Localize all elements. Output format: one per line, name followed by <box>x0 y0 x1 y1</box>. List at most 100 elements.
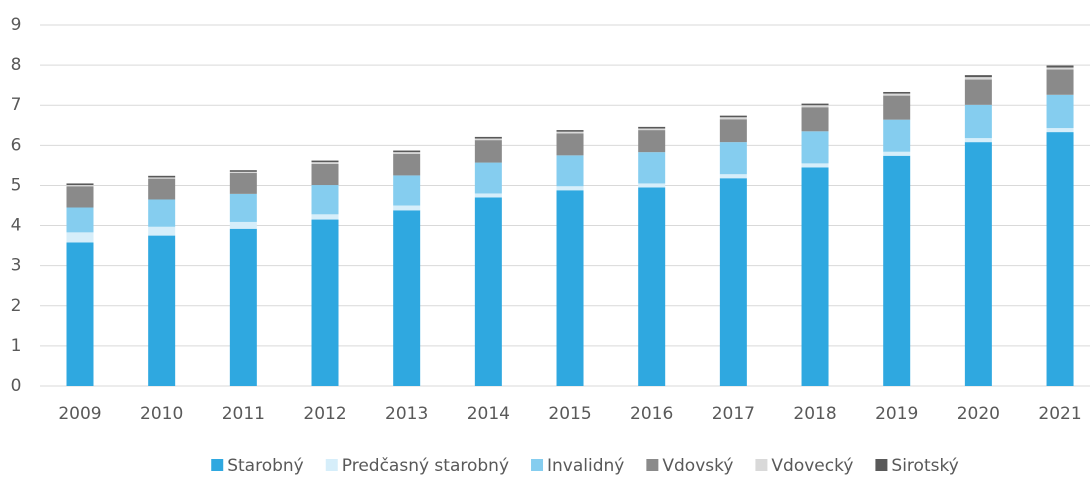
bar-segment <box>66 186 94 208</box>
x-tick-label: 2011 <box>222 404 265 424</box>
legend-label: Sirotský <box>891 456 958 476</box>
bar-segment <box>229 193 257 222</box>
bar-segment <box>474 140 502 163</box>
bar-segment <box>1046 128 1074 133</box>
y-tick-label: 0 <box>11 376 22 396</box>
y-tick-label: 3 <box>11 256 22 276</box>
bar-segment <box>393 150 421 153</box>
bar-segment <box>801 167 829 386</box>
legend-swatch <box>755 459 768 471</box>
bar-segment <box>474 197 502 386</box>
bar-segment <box>556 130 584 132</box>
x-tick-label: 2017 <box>712 404 755 424</box>
y-tick-label: 2 <box>11 296 22 316</box>
legend-label: Starobný <box>227 456 304 476</box>
legend: Starobný Predčasný starobný Invalidný Vdovs… <box>211 456 959 476</box>
bar-segment <box>556 190 584 386</box>
bar-segment <box>393 175 421 206</box>
bar-segment <box>311 185 339 215</box>
bar-segment <box>801 163 829 168</box>
bar-segment <box>229 173 257 194</box>
bar-segment <box>474 138 502 141</box>
y-tick-label: 7 <box>11 95 22 115</box>
bar-segment <box>964 77 992 80</box>
bar-segment <box>556 186 584 191</box>
bar-segment <box>801 131 829 164</box>
bar-segment <box>556 131 584 134</box>
bar-segment <box>556 155 584 187</box>
x-tick-label: 2010 <box>140 404 183 424</box>
bar-segment <box>66 185 94 187</box>
bar-segment <box>638 152 666 184</box>
bar-segment <box>311 162 339 164</box>
bar-segment <box>638 128 666 131</box>
bar-segment <box>883 93 911 96</box>
x-tick-label: 2014 <box>467 404 510 424</box>
legend-swatch <box>875 459 888 471</box>
x-tick-label: 2019 <box>875 404 918 424</box>
bar-segment <box>229 171 257 174</box>
legend-label: Vdovský <box>662 456 733 476</box>
bar-segment <box>801 103 829 106</box>
bar-segment <box>148 226 176 236</box>
bar-segment <box>964 138 992 143</box>
bar-segment <box>311 160 339 163</box>
bar-segment <box>1046 132 1074 386</box>
legend-label: Invalidný <box>547 456 624 476</box>
x-tick-label: 2021 <box>1038 404 1081 424</box>
y-tick-label: 8 <box>11 55 22 75</box>
bar-segment <box>393 205 421 211</box>
bar-segment <box>883 155 911 386</box>
bar-segment <box>66 183 94 186</box>
bar-segment <box>148 175 176 178</box>
bar-segment <box>66 242 94 386</box>
bar-segment <box>638 183 666 188</box>
legend-swatch <box>325 459 338 471</box>
bar-segment <box>148 235 176 386</box>
bar-segment <box>393 152 421 154</box>
bar-segment <box>719 115 747 118</box>
y-tick-label: 4 <box>11 216 22 236</box>
bar-segment <box>964 142 992 386</box>
bar-segment <box>474 162 502 194</box>
x-tick-label: 2016 <box>630 404 673 424</box>
x-tick-label: 2018 <box>793 404 836 424</box>
bar-segment <box>474 136 502 139</box>
bar-segment <box>1046 94 1074 129</box>
bar-segment <box>638 130 666 153</box>
bar-segment <box>229 228 257 386</box>
x-tick-label: 2012 <box>303 404 346 424</box>
legend-swatch <box>646 459 659 471</box>
legend-swatch <box>531 459 544 471</box>
bar-segment <box>801 107 829 132</box>
y-tick-label: 9 <box>11 15 22 35</box>
legend-swatch <box>211 459 224 471</box>
legend-label: Vdovecký <box>771 456 853 476</box>
legend-label: Predčasný starobný <box>342 456 509 476</box>
bar-segment <box>883 119 911 152</box>
bar-segment <box>66 207 94 233</box>
y-tick-label: 6 <box>11 135 22 155</box>
bar-segment <box>556 133 584 156</box>
bar-segment <box>311 163 339 186</box>
bar-segment <box>148 178 176 200</box>
bar-segment <box>311 219 339 386</box>
x-tick-label: 2009 <box>58 404 101 424</box>
bar-segment <box>229 221 257 229</box>
bar-segment <box>719 174 747 179</box>
bar-segment <box>148 177 176 179</box>
bar-segment <box>883 95 911 120</box>
bar-segment <box>719 117 747 120</box>
bar-segment <box>66 232 94 243</box>
bar-segment <box>1046 67 1074 70</box>
bar-segment <box>474 193 502 198</box>
bar-segment <box>964 104 992 139</box>
bar-segment <box>638 187 666 386</box>
bar-segment <box>1046 65 1074 68</box>
bar-segment <box>638 126 666 129</box>
bar-segment <box>148 199 176 227</box>
x-tick-label: 2013 <box>385 404 428 424</box>
bar-segment <box>393 210 421 386</box>
x-tick-label: 2020 <box>957 404 1000 424</box>
